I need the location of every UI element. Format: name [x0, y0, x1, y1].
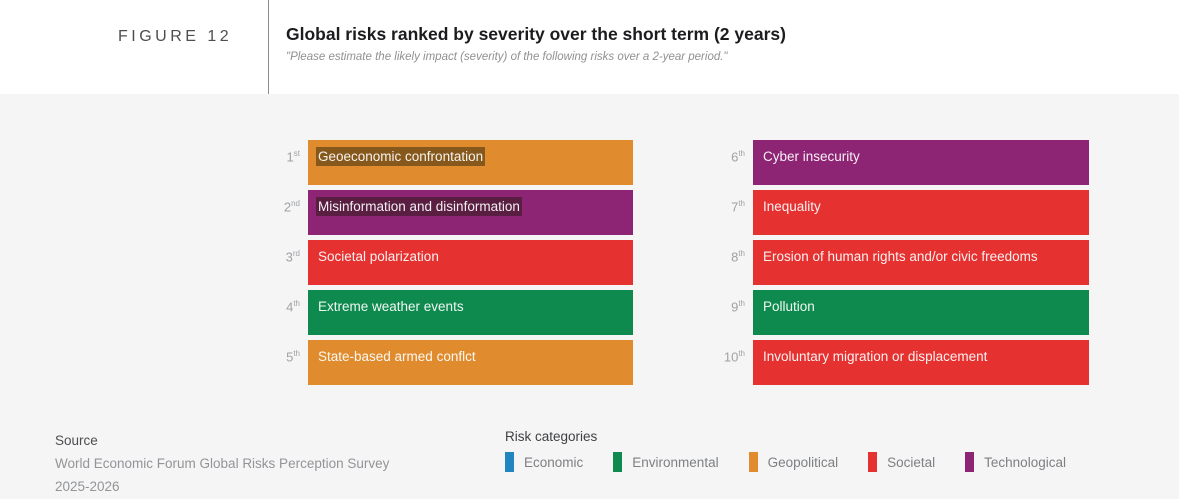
rank-label-10: 10th: [713, 340, 753, 385]
legend-label: Economic: [524, 454, 584, 470]
ranking-column-right: 6th Cyber insecurity 7th Inequality 8th …: [713, 140, 1089, 390]
rank-number: 8: [731, 249, 739, 265]
rank-suffix: th: [293, 299, 300, 308]
legend-item-environmental: Environmental: [613, 452, 719, 472]
legend-item-geopolitical: Geopolitical: [748, 452, 839, 472]
ranking-column-left: 1st Geoeconomic confrontation 2nd Misinf…: [268, 140, 633, 390]
legend-label: Technological: [984, 454, 1066, 470]
rank-label-3: 3rd: [268, 240, 308, 285]
risk-row-4: 4th Extreme weather events: [268, 290, 633, 335]
risk-label: Cyber insecurity: [763, 149, 860, 164]
rank-number: 5: [286, 349, 294, 365]
rank-number: 6: [731, 149, 739, 165]
risk-bar-misinformation-and-disinformation: Misinformation and disinformation: [308, 190, 633, 235]
rank-label-4: 4th: [268, 290, 308, 335]
legend-label: Societal: [887, 454, 936, 470]
risk-label: State-based armed conflct: [318, 349, 476, 364]
rank-suffix: th: [738, 149, 745, 158]
risk-bar-geoeconomic-confrontation: Geoeconomic confrontation: [308, 140, 633, 185]
rank-number: 9: [731, 299, 739, 315]
risk-label: Extreme weather events: [318, 299, 464, 314]
risk-label: Inequality: [763, 199, 821, 214]
source-text: World Economic Forum Global Risks Percep…: [55, 456, 390, 471]
risk-label: Societal polarization: [318, 249, 439, 264]
risk-bar-cyber-insecurity: Cyber insecurity: [753, 140, 1089, 185]
risk-bar-societal-polarization: Societal polarization: [308, 240, 633, 285]
rank-number: 1: [286, 149, 294, 165]
risk-label: Pollution: [763, 299, 815, 314]
rank-suffix: th: [738, 199, 745, 208]
rank-number: 7: [731, 199, 739, 215]
figure-header: FIGURE 12 Global risks ranked by severit…: [0, 0, 1179, 94]
figure-number: FIGURE 12: [118, 28, 233, 45]
rank-label-9: 9th: [713, 290, 753, 335]
rank-label-8: 8th: [713, 240, 753, 285]
risk-bar-inequality: Inequality: [753, 190, 1089, 235]
rank-suffix: st: [293, 149, 300, 158]
rank-number: 10: [723, 349, 739, 365]
risk-row-6: 6th Cyber insecurity: [713, 140, 1089, 185]
legend-item-societal: Societal: [868, 452, 935, 472]
risk-row-8: 8th Erosion of human rights and/or civic…: [713, 240, 1089, 285]
risk-label: Erosion of human rights and/or civic fre…: [763, 249, 1038, 264]
risk-row-1: 1st Geoeconomic confrontation: [268, 140, 633, 185]
source-label: Source: [55, 433, 98, 448]
figure-subtitle: "Please estimate the likely impact (seve…: [286, 51, 728, 63]
rank-label-1: 1st: [268, 140, 308, 185]
figure-title: Global risks ranked by severity over the…: [286, 24, 786, 44]
risk-row-5: 5th State-based armed conflct: [268, 340, 633, 385]
risk-row-2: 2nd Misinformation and disinformation: [268, 190, 633, 235]
risk-label: Geoeconomic confrontation: [318, 149, 484, 164]
geopolitical-color-chip: [748, 452, 758, 472]
risk-row-3: 3rd Societal polarization: [268, 240, 633, 285]
rank-suffix: th: [293, 349, 300, 358]
risk-categories-legend: Economic Environmental Geopolitical Soci…: [505, 452, 1066, 472]
risk-row-10: 10th Involuntary migration or displaceme…: [713, 340, 1089, 385]
header-divider: [268, 0, 269, 94]
risk-row-9: 9th Pollution: [713, 290, 1089, 335]
risk-bar-involuntary-migration: Involuntary migration or displacement: [753, 340, 1089, 385]
legend-label: Geopolitical: [767, 454, 839, 470]
legend-title: Risk categories: [505, 429, 598, 444]
rank-suffix: rd: [292, 249, 300, 258]
rank-number: 3: [285, 249, 293, 265]
rank-label-7: 7th: [713, 190, 753, 235]
risk-bar-pollution: Pollution: [753, 290, 1089, 335]
rank-number: 2: [283, 199, 292, 215]
environmental-color-chip: [613, 452, 623, 472]
rank-suffix: nd: [291, 199, 300, 208]
technological-color-chip: [965, 452, 975, 472]
source-years: 2025-2026: [55, 479, 120, 494]
rank-label-6: 6th: [713, 140, 753, 185]
legend-label: Environmental: [632, 454, 719, 470]
risk-bar-extreme-weather-events: Extreme weather events: [308, 290, 633, 335]
risk-bar-erosion-of-human-rights: Erosion of human rights and/or civic fre…: [753, 240, 1089, 285]
legend-item-technological: Technological: [965, 452, 1066, 472]
risk-row-7: 7th Inequality: [713, 190, 1089, 235]
rank-suffix: th: [738, 299, 745, 308]
societal-color-chip: [868, 452, 878, 472]
rank-label-5: 5th: [268, 340, 308, 385]
risk-label: Misinformation and disinformation: [318, 199, 520, 214]
rank-suffix: th: [738, 249, 745, 258]
economic-color-chip: [505, 452, 514, 472]
rank-label-2: 2nd: [268, 190, 308, 235]
rank-suffix: th: [738, 349, 745, 358]
rank-number: 4: [286, 299, 294, 315]
risk-label: Involuntary migration or displacement: [763, 349, 988, 364]
legend-item-economic: Economic: [505, 452, 583, 472]
risk-bar-state-based-armed-conflict: State-based armed conflct: [308, 340, 633, 385]
